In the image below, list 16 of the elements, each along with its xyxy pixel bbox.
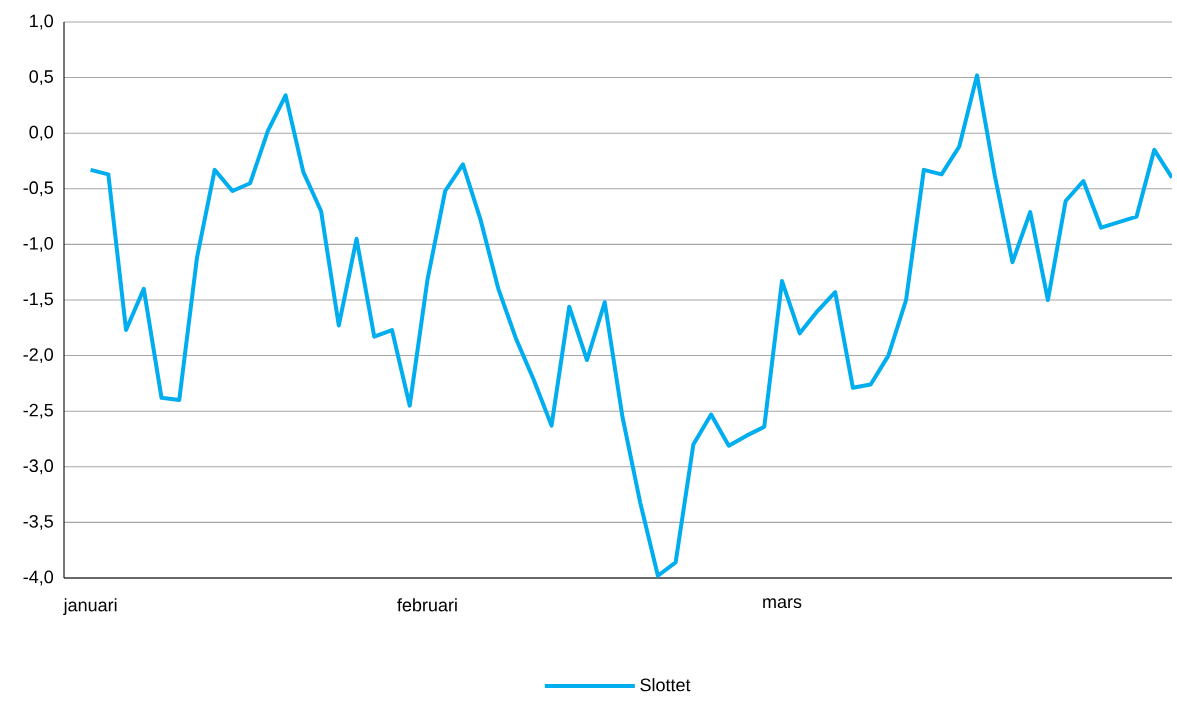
y-tick-label: -2,5 (23, 403, 53, 419)
y-tick-label: -2,0 (23, 348, 54, 364)
y-tick-label: -4,0 (23, 570, 54, 586)
legend-label: Slottet (640, 678, 691, 692)
line-series (88, 73, 1173, 578)
y-tick-label: -1,0 (23, 236, 54, 252)
y-tick-label: 0,0 (29, 125, 54, 141)
x-tick-label: februari (397, 598, 457, 612)
y-tick-label: 1,0 (30, 14, 54, 30)
x-tick-label: mars (763, 598, 802, 609)
x-tick-label: januari (63, 598, 117, 616)
y-tick-label: -0,5 (23, 181, 53, 197)
y-tick-label: -1,5 (23, 292, 53, 308)
y-tick-label: -3,0 (23, 459, 54, 475)
y-tick-label: 0,5 (29, 70, 53, 86)
y-tick-label: -3,5 (23, 514, 53, 530)
